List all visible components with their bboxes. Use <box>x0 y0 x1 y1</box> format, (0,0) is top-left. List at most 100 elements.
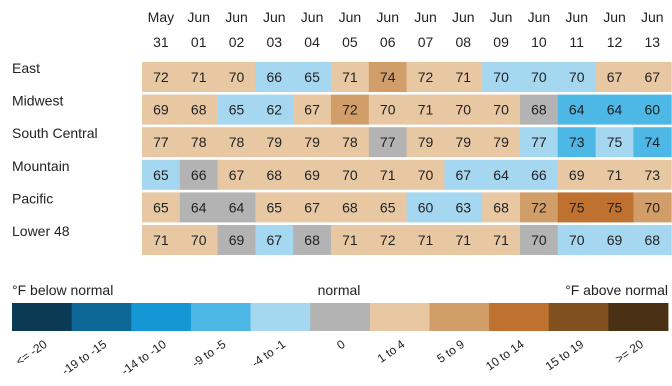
heatmap-cell <box>368 192 408 223</box>
cell-value: 72 <box>380 232 396 248</box>
heatmap-cell <box>520 192 559 223</box>
heatmap-cell <box>142 159 181 190</box>
cell-value: 63 <box>456 199 472 215</box>
cell-value: 70 <box>569 69 585 85</box>
legend-bins: <= -20 -19 to -15 -14 to -10 -9 to -5 -4 to … <box>12 303 669 378</box>
heatmap-cell <box>482 159 521 190</box>
heatmap-cell <box>520 94 559 125</box>
cell-value: 64 <box>191 199 207 215</box>
cell-value: 70 <box>342 167 358 183</box>
legend: °F below normal normal °F above normal <… <box>12 282 669 378</box>
column-header-day: 31 <box>153 34 169 50</box>
legend-bin-label: 1 to 4 <box>375 337 408 366</box>
legend-swatch <box>12 303 73 331</box>
cell-value: 71 <box>418 232 434 248</box>
heatmap-cell <box>142 225 181 255</box>
heatmap-cell <box>142 127 181 158</box>
heatmap-cell <box>557 94 597 125</box>
cell-value: 71 <box>380 167 396 183</box>
heatmap-cell <box>179 192 219 223</box>
cell-value: 65 <box>267 199 283 215</box>
cell-value: 71 <box>456 69 472 85</box>
heatmap-cell <box>444 94 483 125</box>
heatmap-cell <box>482 127 521 158</box>
heatmap-cell <box>482 94 521 125</box>
heatmap-cell <box>217 62 256 92</box>
column-header-month: Jun <box>565 9 588 25</box>
cell-value: 67 <box>607 69 623 85</box>
cell-value: 71 <box>342 232 358 248</box>
heatmap-cell <box>520 225 559 255</box>
heatmap-cell <box>142 62 181 92</box>
heatmap-cell <box>331 127 370 158</box>
cell-value: 72 <box>531 199 547 215</box>
cell-value: 67 <box>645 69 661 85</box>
cell-value: 71 <box>607 167 623 183</box>
cell-value: 70 <box>191 232 207 248</box>
heatmap-cell <box>482 62 521 92</box>
heatmap-cell <box>255 159 294 190</box>
heatmap-cell <box>368 62 408 92</box>
heatmap-cell <box>520 159 559 190</box>
heatmap-cell <box>595 225 634 255</box>
heatmap-cell <box>255 225 294 255</box>
heatmap-cell <box>142 192 181 223</box>
heatmap-cell <box>444 192 483 223</box>
row-label: South Central <box>12 125 98 141</box>
cell-value: 78 <box>342 134 358 150</box>
cell-value: 75 <box>569 199 585 215</box>
legend-swatch <box>489 303 550 331</box>
legend-bin-label: 10 to 14 <box>483 337 527 374</box>
cell-value: 66 <box>267 69 283 85</box>
cell-value: 60 <box>645 102 661 118</box>
heatmap-cell <box>520 127 559 158</box>
cell-value: 68 <box>191 102 207 118</box>
heatmap-cell <box>482 192 521 223</box>
column-header-month: Jun <box>641 9 664 25</box>
cell-value: 70 <box>531 69 547 85</box>
cell-value: 73 <box>569 134 585 150</box>
legend-swatch <box>548 303 609 331</box>
row-label: Pacific <box>12 190 53 206</box>
row-label: Mountain <box>12 158 70 174</box>
cell-value: 70 <box>531 232 547 248</box>
cell-value: 77 <box>531 134 547 150</box>
cell-value: 69 <box>569 167 585 183</box>
heatmap-cell <box>255 62 294 92</box>
cell-value: 66 <box>191 167 207 183</box>
column-header-day: 04 <box>304 34 320 50</box>
column-header-month: Jun <box>528 9 551 25</box>
heatmap-cell <box>179 62 219 92</box>
cell-value: 72 <box>153 69 169 85</box>
heatmap-cell <box>444 62 483 92</box>
cell-value: 67 <box>304 102 320 118</box>
cell-value: 72 <box>342 102 358 118</box>
cell-value: 67 <box>456 167 472 183</box>
legend-swatch <box>310 303 371 331</box>
heatmap-cell <box>179 225 219 255</box>
column-header-month: Jun <box>376 9 399 25</box>
heatmap-cell <box>255 127 294 158</box>
column-header-day: 11 <box>569 34 584 50</box>
cell-value: 70 <box>456 102 472 118</box>
heatmap-cell <box>142 94 181 125</box>
cell-value: 70 <box>645 199 661 215</box>
row-label: Midwest <box>12 93 63 109</box>
column-header-day: 13 <box>645 34 661 50</box>
heatmap-cell <box>293 159 332 190</box>
heatmap-cell <box>217 192 256 223</box>
cell-value: 71 <box>418 102 434 118</box>
heatmap-cell <box>406 192 445 223</box>
cell-value: 79 <box>493 134 509 150</box>
heatmap-cell <box>633 127 672 158</box>
heatmap-cell <box>595 192 634 223</box>
cell-value: 75 <box>607 134 623 150</box>
cell-value: 79 <box>456 134 472 150</box>
cell-value: 73 <box>645 167 661 183</box>
column-header-day: 08 <box>456 34 472 50</box>
cell-value: 67 <box>267 232 283 248</box>
legend-bin-label: -14 to -10 <box>119 337 169 378</box>
heatmap-cell <box>557 127 597 158</box>
legend-swatch <box>71 303 132 331</box>
